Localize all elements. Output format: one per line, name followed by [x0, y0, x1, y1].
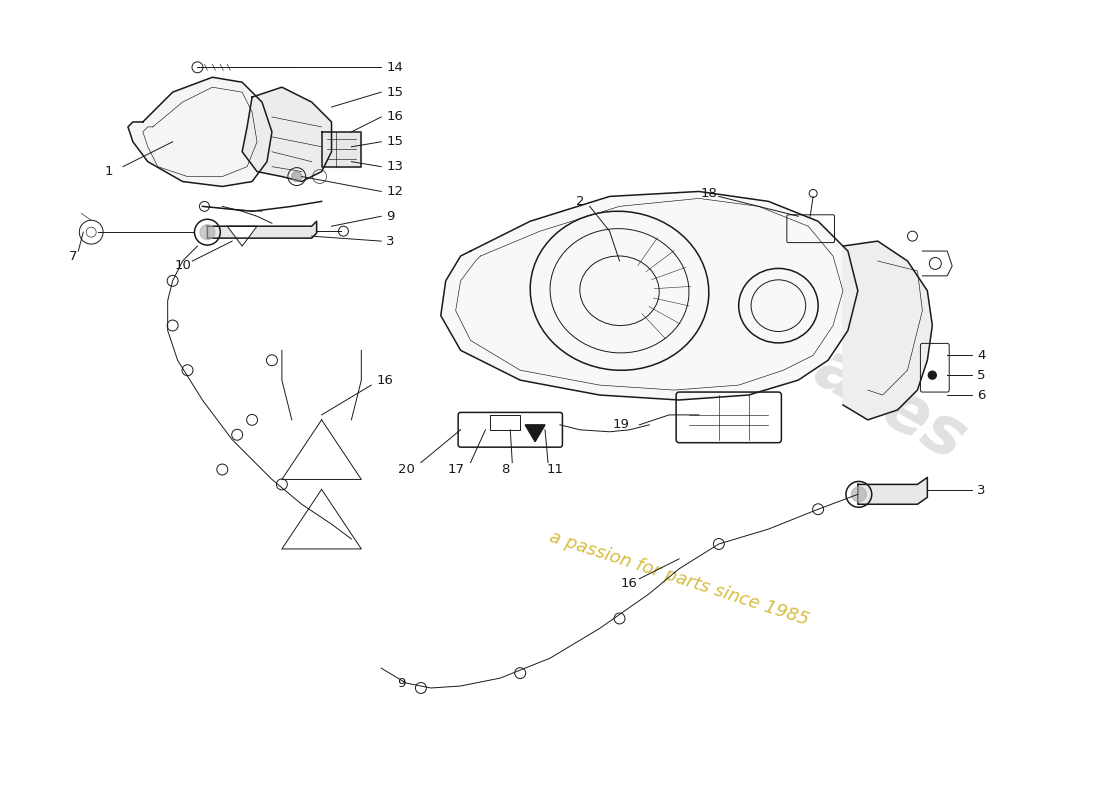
Text: 12: 12: [386, 185, 403, 198]
Text: 3: 3: [977, 484, 986, 497]
Polygon shape: [128, 78, 272, 186]
Text: 1: 1: [104, 165, 113, 178]
Text: 9: 9: [386, 210, 395, 222]
Polygon shape: [858, 478, 927, 504]
Text: 16: 16: [376, 374, 393, 386]
Text: 8: 8: [502, 463, 509, 476]
Text: 2: 2: [575, 195, 584, 208]
Text: 17: 17: [448, 463, 464, 476]
Text: 16: 16: [386, 110, 403, 123]
Polygon shape: [242, 87, 331, 182]
Text: 6: 6: [977, 389, 986, 402]
Text: 3: 3: [386, 234, 395, 248]
Text: 4: 4: [977, 349, 986, 362]
Circle shape: [928, 371, 936, 379]
Text: 15: 15: [386, 86, 403, 98]
Polygon shape: [321, 132, 361, 166]
Text: 13: 13: [386, 160, 403, 173]
Text: 18: 18: [701, 187, 717, 200]
Text: 20: 20: [397, 463, 415, 476]
Polygon shape: [208, 222, 317, 238]
Text: 16: 16: [621, 578, 638, 590]
Text: 9: 9: [397, 677, 405, 690]
Polygon shape: [228, 226, 257, 246]
Polygon shape: [843, 241, 933, 420]
Text: 15: 15: [386, 135, 403, 148]
Text: eurospares: eurospares: [580, 206, 978, 474]
Text: 11: 11: [547, 463, 563, 476]
Text: 7: 7: [69, 250, 78, 262]
Text: 19: 19: [613, 418, 629, 431]
Circle shape: [851, 487, 867, 502]
Text: 14: 14: [386, 61, 403, 74]
Text: 10: 10: [174, 259, 191, 273]
Polygon shape: [525, 425, 544, 442]
Polygon shape: [441, 191, 858, 400]
Text: a passion for parts since 1985: a passion for parts since 1985: [547, 528, 811, 630]
Circle shape: [292, 171, 301, 182]
Circle shape: [200, 225, 214, 240]
Text: 5: 5: [977, 369, 986, 382]
